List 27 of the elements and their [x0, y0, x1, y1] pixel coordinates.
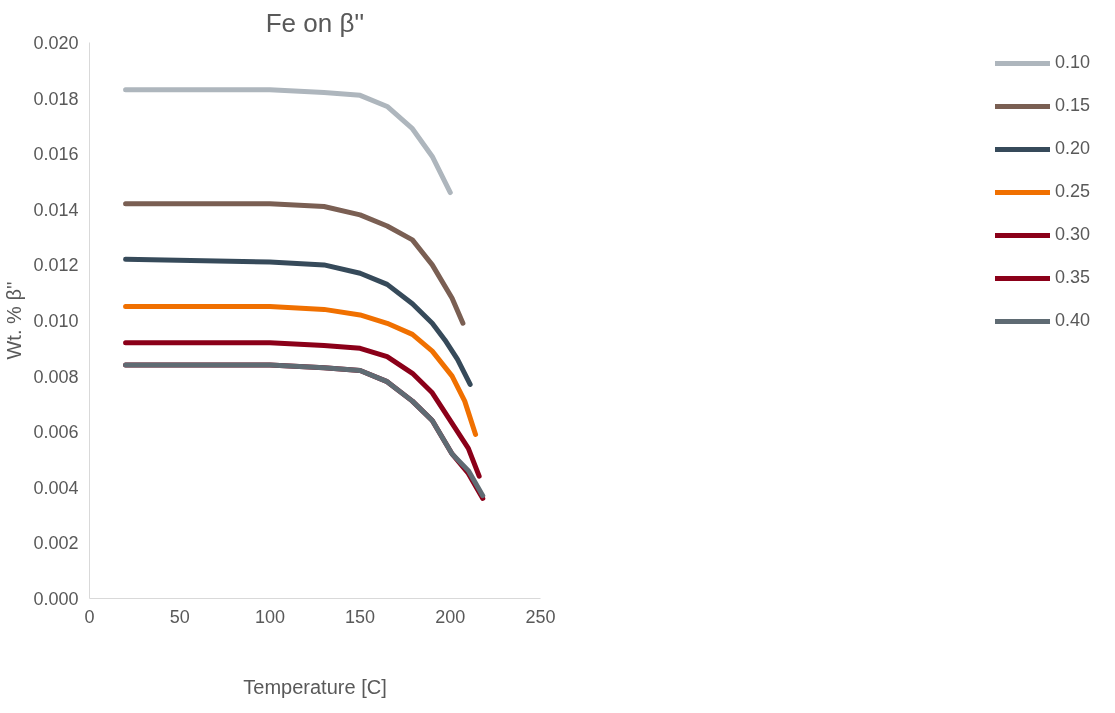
x-tick-label: 100	[254, 606, 285, 627]
legend-label: 0.40	[1054, 310, 1090, 331]
y-tick-label: 0.010	[33, 311, 79, 331]
legend-label: 0.10	[1054, 52, 1090, 73]
y-tick-label: 0.016	[33, 144, 79, 165]
chart-title: Fe on β''	[265, 7, 365, 38]
legend-label: 0.30	[1054, 224, 1090, 245]
legend-label: 0.25	[1054, 181, 1090, 202]
legend-label: 0.15	[1054, 95, 1090, 116]
x-tick-label: 0	[84, 606, 95, 627]
y-tick-label: 0.020	[33, 33, 79, 53]
x-tick-label: 150	[345, 606, 376, 627]
x-axis-title: Temperature [C]	[243, 675, 387, 698]
y-tick-label: 0.004	[33, 477, 79, 498]
y-tick-label: 0.006	[33, 422, 79, 443]
y-tick-label: 0.018	[33, 88, 79, 109]
legend-label: 0.20	[1054, 138, 1090, 159]
y-axis-title: Wt. % β''	[3, 281, 26, 360]
legend-label: 0.35	[1054, 267, 1090, 288]
y-tick-label: 0.014	[33, 199, 79, 220]
y-tick-label: 0.002	[33, 533, 79, 554]
x-tick-label: 50	[169, 606, 190, 627]
y-tick-label: 0.000	[33, 589, 79, 609]
x-tick-label: 250	[525, 606, 556, 627]
y-tick-label: 0.012	[33, 255, 79, 276]
y-tick-label: 0.008	[33, 366, 79, 387]
x-tick-label: 200	[435, 606, 466, 627]
